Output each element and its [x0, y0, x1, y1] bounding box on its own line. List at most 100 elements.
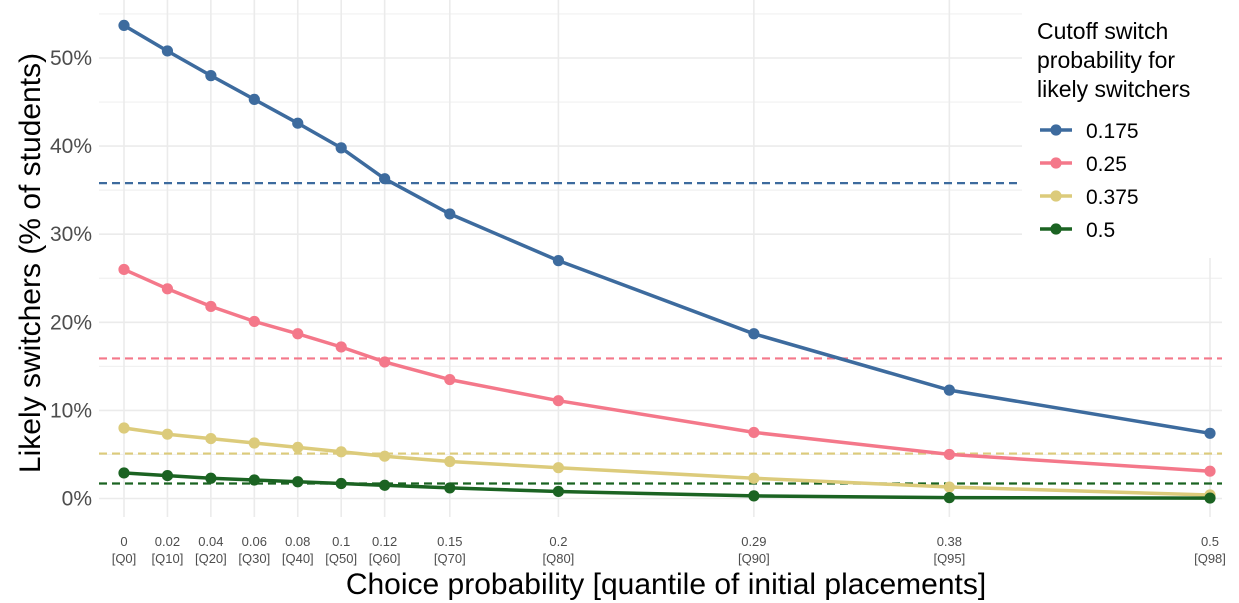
data-point-0.175	[444, 208, 456, 220]
data-point-0.5	[748, 490, 760, 502]
data-point-0.5	[444, 482, 456, 494]
data-point-0.5	[943, 492, 955, 504]
data-point-0.25	[748, 426, 760, 439]
y-tick-label: 30%	[50, 223, 92, 246]
series-layer	[118, 19, 1216, 504]
data-point-0.375	[379, 450, 391, 462]
x-tick-label: 0.04	[198, 534, 223, 549]
legend-title-line-3: likely switchers	[1037, 76, 1190, 102]
legend-entry-0.175: 0.175	[1040, 120, 1139, 143]
y-axis-title: Likely switchers (% of students)	[14, 53, 47, 473]
x-axis-title: Choice probability [quantile of initial …	[346, 568, 986, 601]
data-point-0.25	[552, 395, 565, 407]
data-point-0.5	[335, 477, 347, 490]
y-tick-label: 10%	[50, 399, 92, 422]
data-point-0.375	[161, 428, 174, 440]
data-point-0.5	[379, 479, 391, 491]
tick-labels: 0% 10% 20% 30% 40% 50% 0 [Q0] 0.02 [Q10] 0.04 [Q20]…	[50, 47, 1226, 566]
data-point-0.25	[444, 373, 456, 386]
data-point-0.175	[748, 328, 760, 340]
series-line-0.25	[123, 267, 1211, 473]
x-tick-sublabel: [Q50]	[325, 551, 357, 566]
legend-key-point	[1050, 223, 1062, 235]
reference-lines	[99, 182, 1222, 485]
x-tick-label: 0.1	[332, 534, 350, 549]
legend-label: 0.25	[1086, 153, 1127, 176]
data-point-0.5	[205, 472, 217, 484]
x-tick-sublabel: [Q98]	[1194, 551, 1226, 566]
data-point-0.175	[292, 117, 304, 129]
legend-label: 0.175	[1086, 120, 1139, 143]
x-tick-sublabel: [Q20]	[195, 551, 227, 566]
data-point-0.25	[292, 328, 304, 340]
y-tick-label: 20%	[50, 311, 92, 334]
x-tick-label: 0.15	[437, 534, 462, 549]
x-tick-sublabel: [Q0]	[112, 551, 137, 566]
series-0.375	[118, 422, 1216, 501]
data-point-0.5	[1204, 492, 1216, 504]
data-point-0.5	[248, 474, 260, 486]
x-tick-label: 0.08	[285, 534, 310, 549]
data-point-0.5	[161, 469, 174, 482]
data-point-0.25	[118, 263, 130, 276]
data-point-0.175	[118, 19, 130, 32]
x-tick-label: 0.06	[242, 534, 267, 549]
data-point-0.375	[552, 462, 565, 474]
x-tick-sublabel: [Q60]	[369, 551, 401, 566]
data-point-0.175	[205, 70, 217, 82]
data-point-0.25	[1204, 465, 1216, 477]
legend-label: 0.375	[1086, 186, 1139, 209]
series-0.175	[118, 19, 1216, 439]
x-tick-label: 0	[120, 534, 127, 549]
data-point-0.375	[444, 455, 456, 468]
x-tick-sublabel: [Q40]	[282, 551, 314, 566]
data-point-0.25	[161, 283, 174, 295]
x-tick-sublabel: [Q70]	[434, 551, 466, 566]
series-line-0.175	[123, 23, 1211, 436]
x-tick-label: 0.38	[937, 534, 962, 549]
y-tick-label: 0%	[62, 488, 92, 511]
x-tick-sublabel: [Q30]	[238, 551, 270, 566]
x-tick-label: 0.12	[372, 534, 397, 549]
legend-key-point	[1050, 190, 1062, 202]
x-tick-sublabel: [Q95]	[933, 551, 965, 566]
data-point-0.375	[205, 432, 217, 445]
data-point-0.175	[943, 384, 955, 396]
data-point-0.25	[379, 356, 391, 368]
data-point-0.25	[205, 300, 217, 313]
series-0.25	[118, 263, 1216, 477]
legend-entry-0.375: 0.375	[1040, 186, 1139, 209]
legend-key-point	[1050, 124, 1062, 136]
legend-title-line-2: probability for	[1037, 47, 1175, 73]
series-line-0.5	[123, 471, 1211, 500]
data-point-0.175	[552, 255, 565, 267]
x-tick-label: 0.5	[1201, 534, 1219, 549]
data-point-0.375	[118, 422, 130, 434]
data-point-0.375	[248, 437, 260, 449]
data-point-0.375	[335, 446, 347, 458]
data-point-0.5	[118, 467, 130, 479]
data-point-0.25	[943, 448, 955, 461]
x-tick-label: 0.2	[549, 534, 567, 549]
x-tick-sublabel: [Q80]	[543, 551, 575, 566]
series-line-0.375	[123, 426, 1211, 497]
legend-label: 0.5	[1086, 219, 1115, 242]
data-point-0.375	[943, 481, 955, 493]
data-point-0.175	[379, 173, 391, 185]
data-point-0.5	[292, 476, 304, 488]
data-point-0.375	[292, 441, 304, 454]
legend-title-line-1: Cutoff switch	[1037, 18, 1168, 44]
data-point-0.5	[552, 485, 565, 498]
data-point-0.175	[1204, 427, 1216, 439]
x-tick-label: 0.02	[155, 534, 180, 549]
data-point-0.175	[248, 93, 260, 106]
x-tick-sublabel: [Q90]	[738, 551, 770, 566]
series-0.5	[118, 467, 1216, 504]
x-tick-label: 0.29	[741, 534, 766, 549]
legend-entries: 0.175 0.25 0.375 0.5	[1040, 120, 1139, 242]
data-point-0.175	[161, 45, 174, 57]
y-tick-label: 50%	[50, 47, 92, 70]
legend-entry-0.25: 0.25	[1040, 153, 1127, 176]
data-point-0.25	[335, 341, 347, 353]
